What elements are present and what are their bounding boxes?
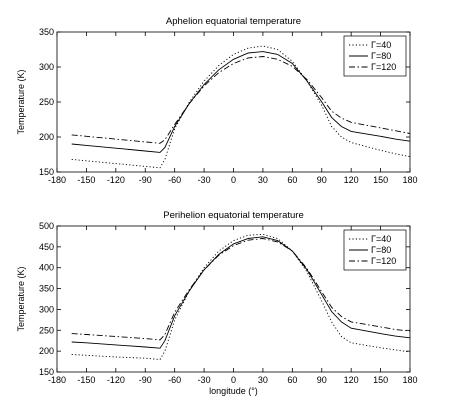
aphelion-series-line-dashdot [71,56,411,144]
perihelion-x-tick-label: -120 [107,375,125,385]
perihelion-x-tick-label: 90 [317,375,327,385]
perihelion-x-tick-label: -150 [77,375,95,385]
perihelion-y-axis-label: Temperature (K) [16,266,26,331]
aphelion-x-tick-label: -180 [48,175,66,185]
perihelion-y-tick-label: 500 [39,221,54,231]
perihelion-series-line-dashdot [71,238,411,341]
aphelion-y-tick-label: 200 [39,132,54,142]
aphelion-y-tick-label: 350 [39,27,54,37]
aphelion-x-tick-label: -90 [139,175,152,185]
perihelion-y-tick-label: 150 [39,367,54,377]
aphelion-x-tick-label: 180 [402,175,417,185]
perihelion-y-tick-label: 400 [39,263,54,273]
aphelion-legend-label: Γ=40 [371,40,391,50]
perihelion-series-line-solid [71,236,411,349]
perihelion-x-tick-label: -90 [139,375,152,385]
aphelion-x-tick-label: 120 [344,175,359,185]
aphelion-series-line-solid [71,51,411,153]
perihelion-x-tick-label: -180 [48,375,66,385]
aphelion-x-tick-label: -60 [168,175,181,185]
perihelion-legend-label: Γ=40 [371,234,391,244]
perihelion-y-tick-label: 300 [39,304,54,314]
aphelion-legend-label: Γ=80 [371,51,391,61]
perihelion-x-tick-label: 180 [402,375,417,385]
perihelion-x-tick-label: 150 [373,375,388,385]
aphelion-y-axis-label: Temperature (K) [16,69,26,134]
perihelion-x-tick-label: -30 [198,375,211,385]
perihelion-series-line-dotted [71,233,411,360]
aphelion-x-tick-label: 30 [258,175,268,185]
aphelion-y-tick-label: 300 [39,62,54,72]
perihelion-x-tick-label: -60 [168,375,181,385]
perihelion-x-tick-label: 30 [258,375,268,385]
perihelion-legend-label: Γ=120 [371,256,396,266]
perihelion-chart-title: Perihelion equatorial temperature [163,210,303,221]
aphelion-x-tick-label: -30 [198,175,211,185]
aphelion-series-line-dotted [71,45,411,169]
perihelion-panel: Perihelion equatorial temperature -180 -15… [16,210,418,396]
aphelion-y-tick-label: 250 [39,97,54,107]
aphelion-legend-label: Γ=120 [371,62,396,72]
perihelion-x-tick-label: 120 [344,375,359,385]
aphelion-x-tick-label: 60 [287,175,297,185]
perihelion-y-tick-label: 200 [39,346,54,356]
aphelion-x-tick-label: -150 [77,175,95,185]
perihelion-y-tick-label: 350 [39,284,54,294]
aphelion-x-tick-label: 150 [373,175,388,185]
aphelion-x-tick-label: 0 [231,175,236,185]
aphelion-x-tick-label: -120 [107,175,125,185]
perihelion-x-axis-label: longitude (°) [209,386,258,396]
perihelion-y-tick-label: 250 [39,325,54,335]
aphelion-y-tick-label: 150 [39,167,54,177]
perihelion-x-tick-label: 0 [231,375,236,385]
aphelion-panel: Aphelion equatorial temperature -180 -150 -… [16,16,418,185]
perihelion-y-tick-label: 450 [39,242,54,252]
perihelion-x-tick-label: 60 [287,375,297,385]
aphelion-x-tick-label: 90 [317,175,327,185]
aphelion-chart-title: Aphelion equatorial temperature [166,16,301,27]
perihelion-legend-label: Γ=80 [371,245,391,255]
